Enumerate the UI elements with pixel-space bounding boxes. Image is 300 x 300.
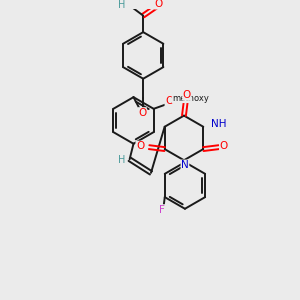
Text: O: O [183,90,191,100]
Text: NH: NH [211,119,226,129]
Text: O: O [136,141,144,151]
Text: methoxy: methoxy [172,94,209,103]
Text: O: O [165,96,173,106]
Text: H: H [118,155,125,165]
Text: N: N [181,160,189,170]
Text: O: O [138,108,146,118]
Text: O: O [154,0,163,9]
Text: O: O [220,141,228,151]
Text: methyl: methyl [185,97,190,98]
Text: methyl: methyl [183,97,188,98]
Text: F: F [159,205,165,215]
Text: H: H [118,0,126,10]
